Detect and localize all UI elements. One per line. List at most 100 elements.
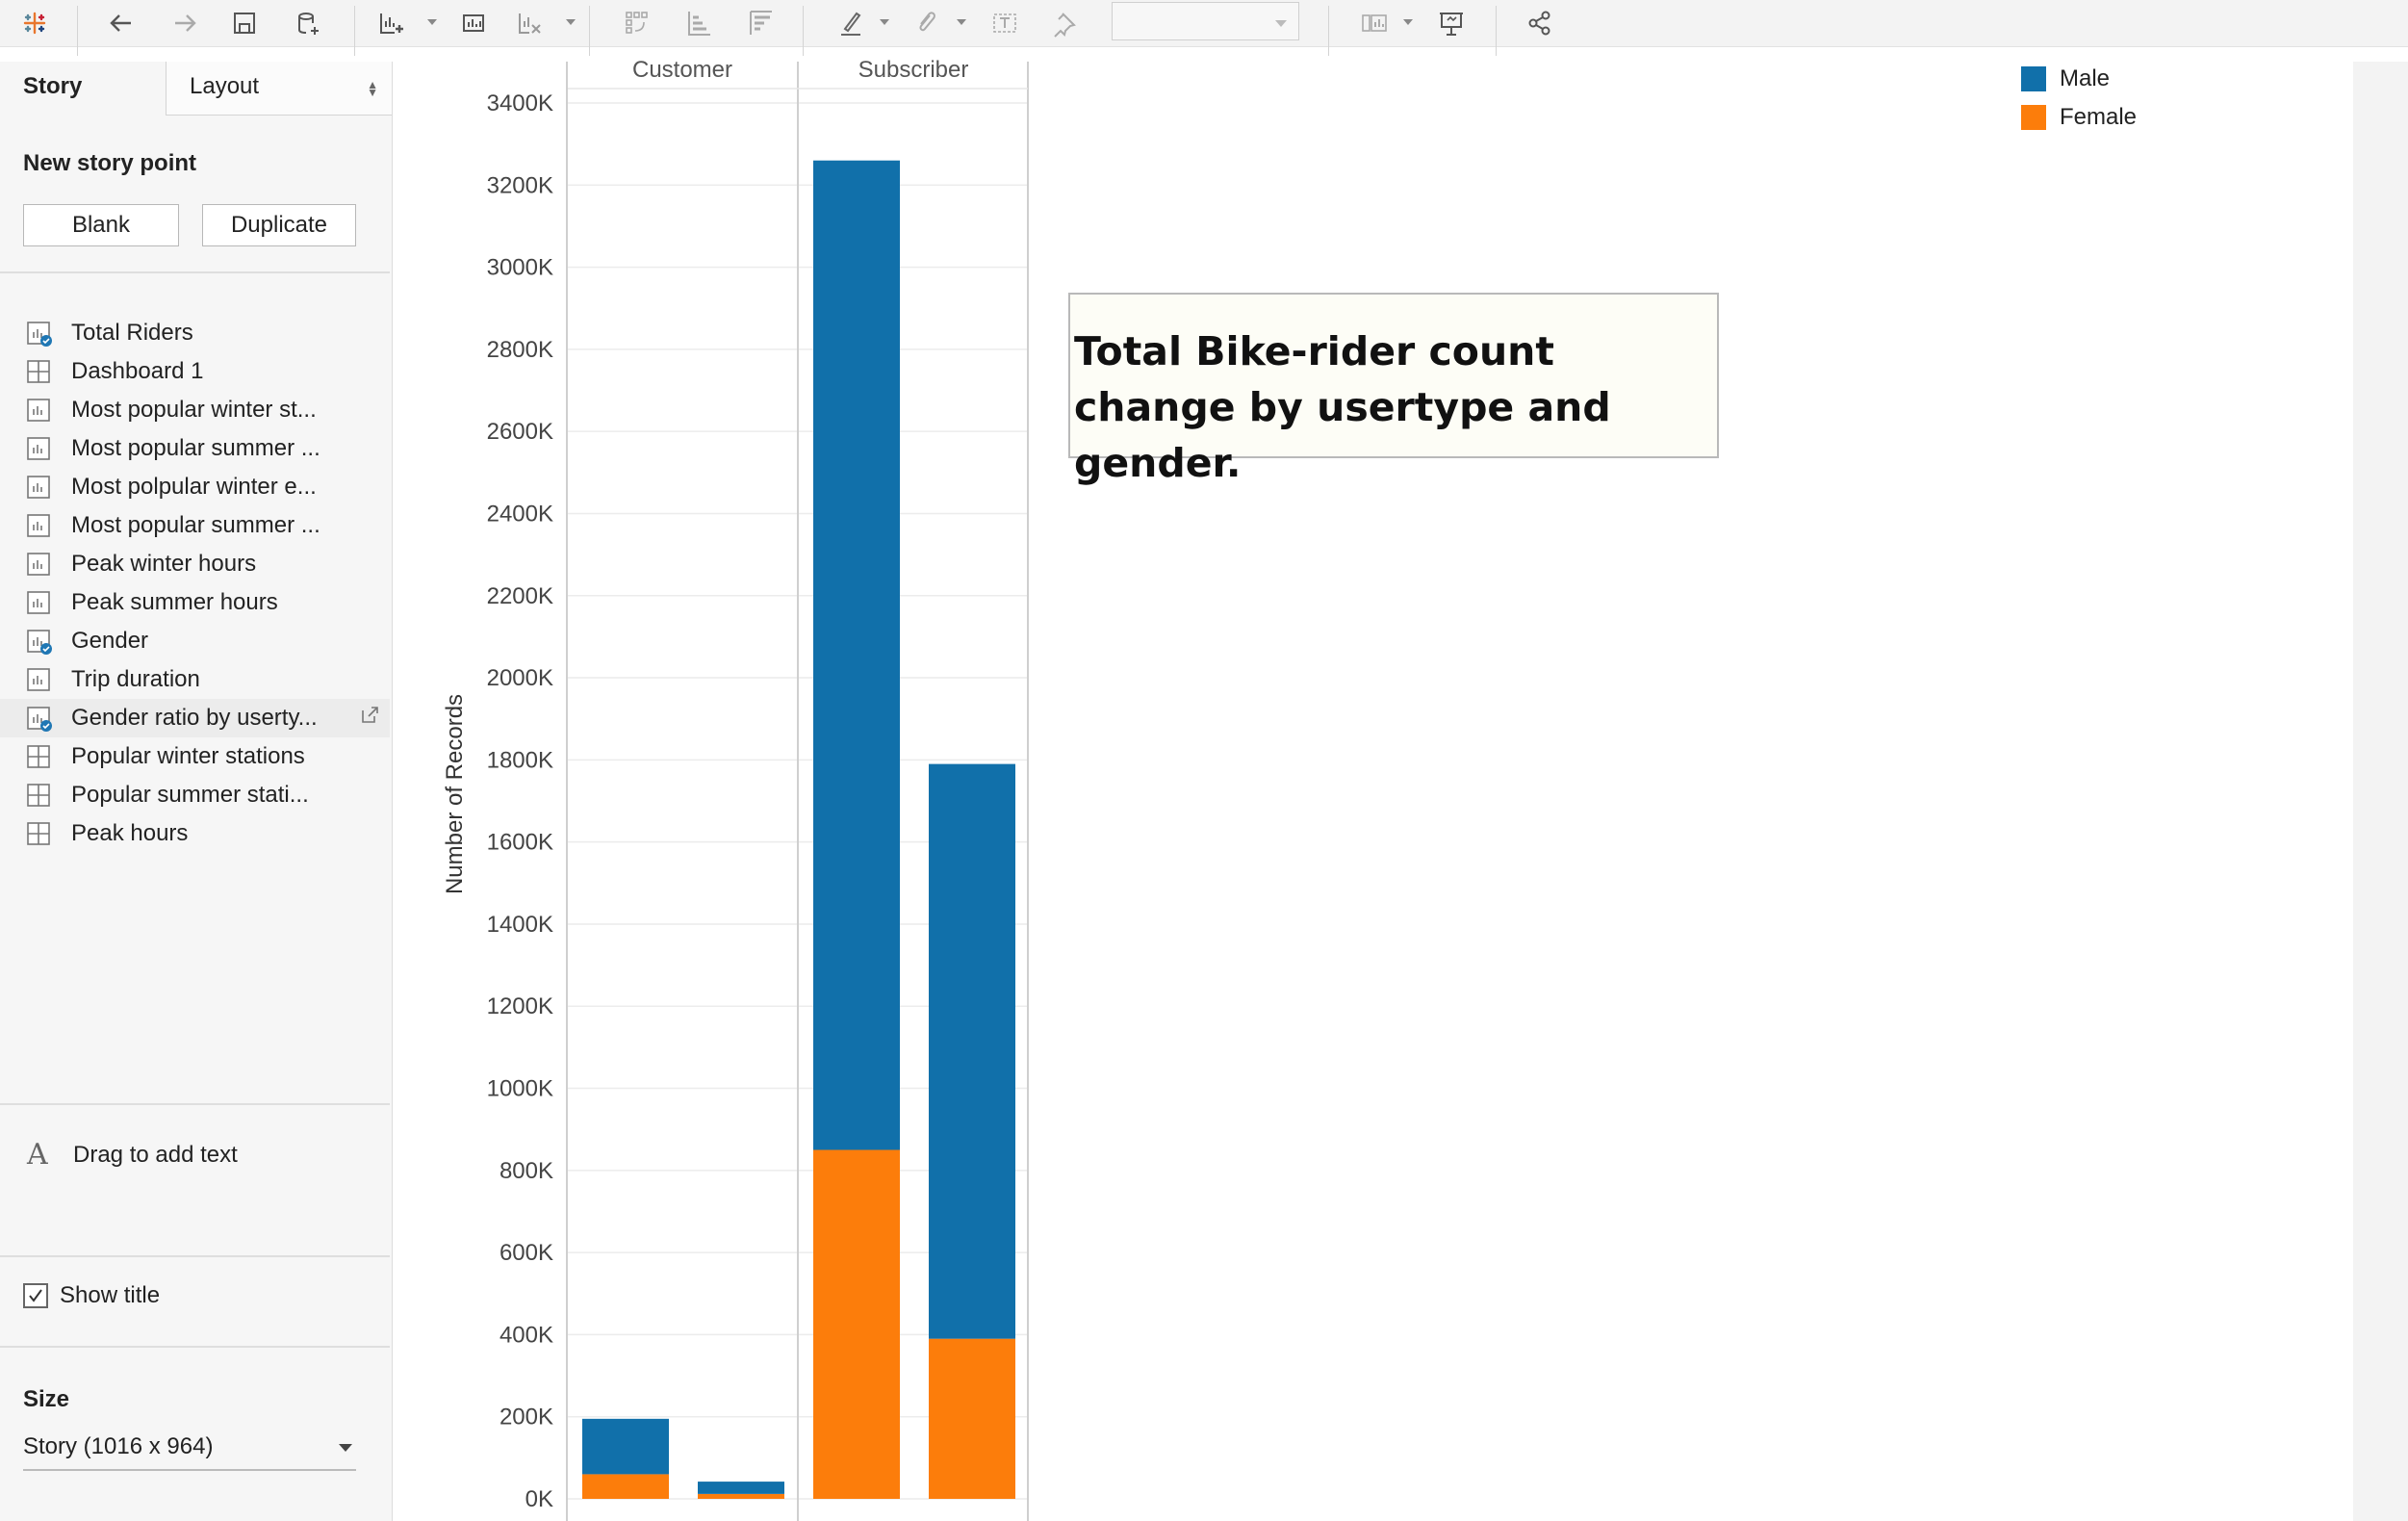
worksheet-icon: [25, 474, 52, 501]
legend-label: Female: [2060, 104, 2138, 130]
sheet-item[interactable]: Peak summer hours: [0, 583, 390, 622]
sheet-item-label: Popular summer stati...: [71, 782, 309, 808]
size-dropdown[interactable]: Story (1016 x 964): [23, 1427, 356, 1471]
sheet-item-label: Total Riders: [71, 320, 193, 346]
y-tick-label: 1400K: [487, 912, 553, 938]
y-axis-title: Number of Records: [442, 694, 468, 894]
annotation-textbox[interactable]: Total Bike-rider count change by usertyp…: [1068, 293, 1719, 486]
sort-descending-icon[interactable]: [741, 4, 780, 42]
sheet-item[interactable]: Dashboard 1: [0, 352, 390, 391]
y-tick-label: 1000K: [487, 1076, 553, 1102]
sheet-item[interactable]: Gender: [0, 622, 390, 660]
legend-swatch: [2021, 105, 2046, 130]
sheet-item[interactable]: Most popular summer ...: [0, 429, 390, 468]
y-tick-label: 800K: [500, 1158, 553, 1184]
sheet-item[interactable]: Most popular winter st...: [0, 391, 390, 429]
new-data-source-icon[interactable]: [289, 4, 327, 42]
new-worksheet-icon[interactable]: [371, 4, 410, 42]
worksheet-used-icon: [25, 628, 52, 655]
show-labels-icon[interactable]: [986, 4, 1024, 42]
size-value: Story (1016 x 964): [23, 1433, 214, 1459]
sheet-item-label: Most polpular winter e...: [71, 474, 317, 500]
y-tick-label: 1200K: [487, 993, 553, 1019]
bar-male: [813, 160, 900, 1150]
legend-item[interactable]: Male: [2021, 60, 2137, 98]
swap-rows-columns-icon[interactable]: [618, 4, 656, 42]
undo-icon[interactable]: [102, 4, 141, 42]
redo-icon[interactable]: [166, 4, 204, 42]
y-tick-label: 0K: [525, 1486, 553, 1512]
y-tick-label: 400K: [500, 1322, 553, 1348]
sort-ascending-icon[interactable]: [679, 4, 718, 42]
toolbar: [0, 0, 2408, 56]
group-icon[interactable]: [907, 4, 945, 42]
sheet-item[interactable]: Peak hours: [0, 814, 390, 853]
tab-layout[interactable]: Layout ▲ ▼: [166, 62, 392, 116]
presentation-mode-icon[interactable]: [1432, 4, 1471, 42]
story-panel: Story Layout ▲ ▼ New story point Blank Du…: [0, 62, 394, 1521]
sheet-item-label: Most popular summer ...: [71, 512, 320, 538]
worksheet-icon: [25, 589, 52, 616]
pane-header: Customer: [632, 57, 732, 83]
size-title: Size: [23, 1386, 70, 1412]
show-title-checkbox[interactable]: Show title: [23, 1282, 160, 1309]
sheet-item[interactable]: Peak winter hours: [0, 545, 390, 583]
tab-story[interactable]: Story: [23, 73, 83, 99]
bar-female: [582, 1474, 669, 1499]
y-tick-label: 3200K: [487, 172, 553, 198]
sheet-item-label: Gender: [71, 628, 149, 654]
sheet-item-label: Peak hours: [71, 820, 189, 846]
right-gutter: [2353, 62, 2408, 1521]
bar-male: [698, 1482, 784, 1494]
fit-dropdown[interactable]: [1112, 2, 1299, 40]
worksheet-icon: [25, 666, 52, 693]
highlight-icon[interactable]: [832, 4, 870, 42]
sheet-item[interactable]: Most popular summer ...: [0, 506, 390, 545]
sheet-item[interactable]: Total Riders: [0, 314, 390, 352]
dashboard-icon: [25, 743, 52, 770]
sheet-item[interactable]: Gender ratio by userty...: [0, 699, 390, 737]
show-cards-icon[interactable]: [1355, 4, 1394, 42]
duplicate-button[interactable]: Duplicate: [202, 204, 356, 246]
drag-text-label: Drag to add text: [73, 1141, 238, 1168]
bar-female: [929, 1338, 1015, 1499]
legend-label: Male: [2060, 65, 2111, 91]
sheet-item-label: Popular winter stations: [71, 743, 305, 769]
checkbox-icon: [23, 1283, 48, 1308]
save-icon[interactable]: [225, 4, 264, 42]
y-tick-label: 2000K: [487, 665, 553, 691]
legend-item[interactable]: Female: [2021, 98, 2137, 137]
blank-button[interactable]: Blank: [23, 204, 179, 246]
sheet-item-label: Peak winter hours: [71, 551, 257, 577]
share-icon[interactable]: [1521, 4, 1559, 42]
worksheet-used-icon: [25, 705, 52, 732]
sheet-item[interactable]: Popular winter stations: [0, 737, 390, 776]
tab-layout-label: Layout: [190, 73, 260, 99]
sheet-list: Total Riders Dashboard 1 Most popular wint…: [0, 314, 390, 853]
tableau-logo-icon[interactable]: [15, 4, 54, 42]
bar-male: [582, 1418, 669, 1475]
new-story-point-title: New story point: [23, 150, 197, 176]
new-dashboard-icon[interactable]: [454, 4, 493, 42]
y-tick-label: 2800K: [487, 337, 553, 363]
sheet-item[interactable]: Trip duration: [0, 660, 390, 699]
drag-to-add-text[interactable]: A Drag to add text: [27, 1138, 238, 1172]
y-tick-label: 2600K: [487, 419, 553, 445]
worksheet-used-icon: [25, 320, 52, 347]
legend-swatch: [2021, 66, 2046, 91]
go-to-sheet-icon[interactable]: [359, 705, 380, 726]
sheet-item-label: Trip duration: [71, 666, 200, 692]
clear-sheet-icon[interactable]: [510, 4, 549, 42]
y-tick-label: 600K: [500, 1240, 553, 1266]
pin-axes-icon[interactable]: [1045, 4, 1084, 42]
updown-icon: ▲ ▼: [367, 78, 378, 99]
sheet-item[interactable]: Most polpular winter e...: [0, 468, 390, 506]
sheet-item-label: Dashboard 1: [71, 358, 204, 384]
worksheet-icon: [25, 551, 52, 578]
color-legend: Male Female: [2021, 60, 2137, 137]
y-tick-label: 3000K: [487, 255, 553, 281]
sheet-item[interactable]: Popular summer stati...: [0, 776, 390, 814]
sheet-item-label: Peak summer hours: [71, 589, 278, 615]
y-tick-label: 2200K: [487, 583, 553, 609]
